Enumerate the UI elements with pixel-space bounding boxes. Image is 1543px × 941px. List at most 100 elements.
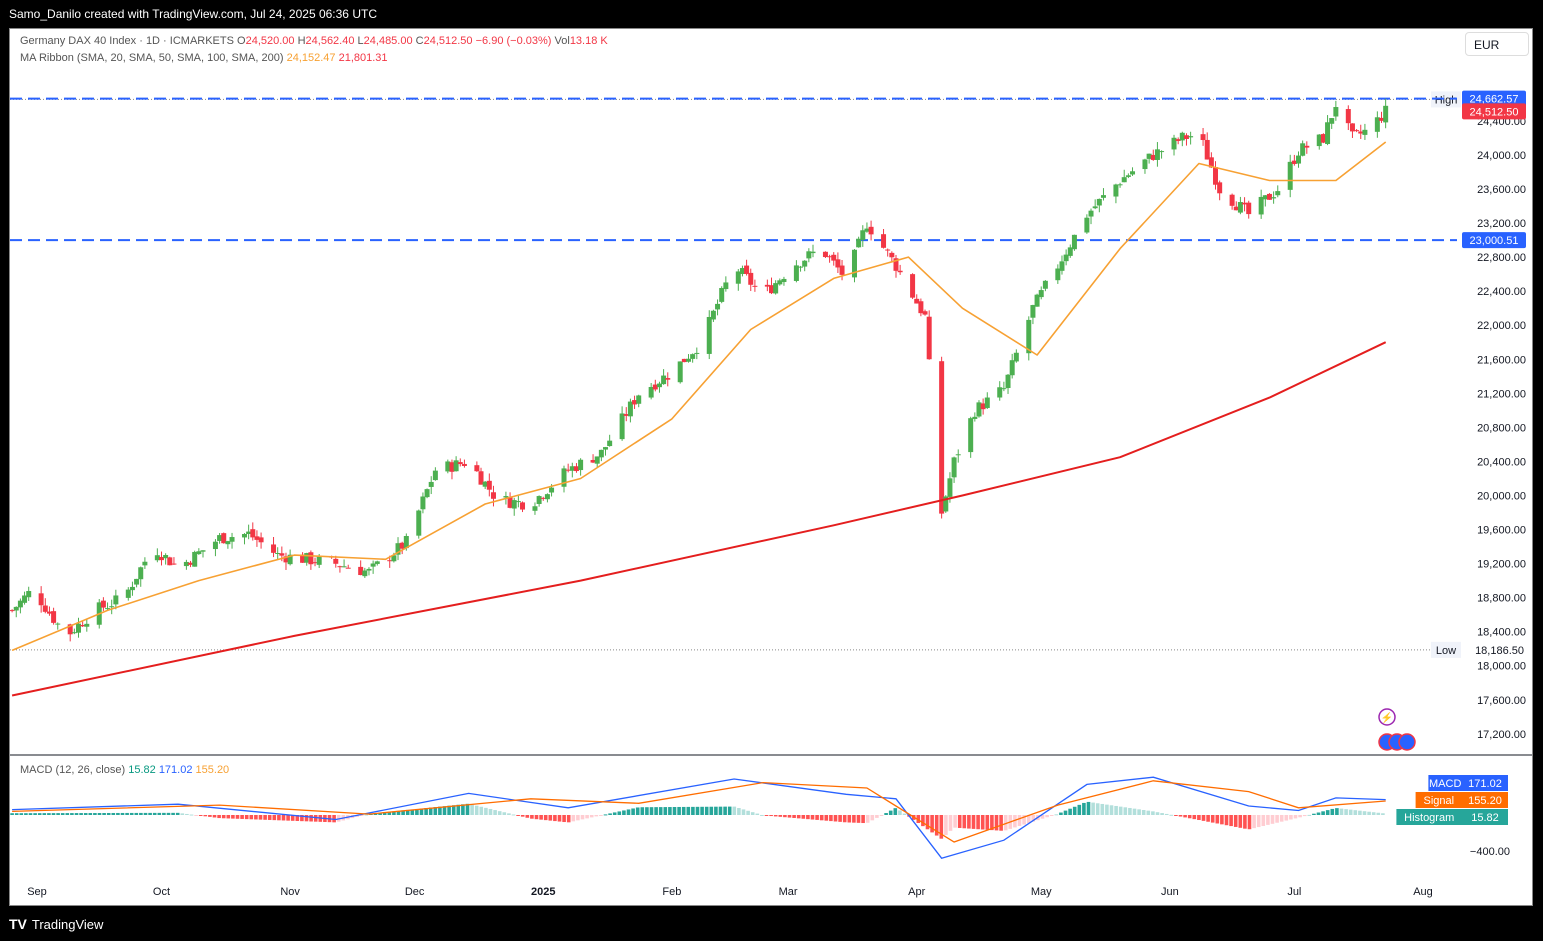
level-price-label: 24,662.57 [1470,94,1519,106]
macd-histogram-bar [755,813,760,815]
candle-body [183,561,189,567]
candle-body [694,352,700,354]
candle-body [1354,130,1360,132]
candle-body [881,234,887,248]
macd-histogram-bar [672,807,677,815]
macd-histogram-bar [88,813,93,815]
macd-histogram-bar [1307,814,1312,816]
macd-histogram-bar [392,811,396,815]
macd-histogram-bar [1155,812,1160,815]
candle-body [636,395,642,404]
candle-body [316,556,322,565]
macd-histogram-bar [1049,815,1054,816]
candle-body [1233,206,1239,211]
macd-histogram-bar [1054,814,1059,816]
candle-body [764,284,770,287]
macd-histogram-bar [838,815,842,822]
candle-body [1055,268,1061,281]
macd-histogram-bar [681,806,686,815]
candle-body [1171,137,1177,150]
candle-body [752,285,758,287]
ma-ribbon-title: MA Ribbon (SMA, 20, SMA, 50, SMA, 100, S… [20,52,284,64]
macd-histogram-bar [1339,808,1344,815]
candle-body [1213,167,1219,185]
candle-body [515,501,521,503]
macd-histogram-bar [539,815,543,820]
macd-histogram-bar [842,815,847,823]
candle-body [1009,360,1015,376]
macd-histogram-bar [1206,815,1210,822]
macd-histogram-bar [1371,812,1376,815]
macd-hist-value: 15.82 [128,764,156,776]
candle-body [1258,196,1264,215]
macd-histogram-bar [511,814,516,816]
macd-histogram-bar [1293,815,1298,819]
macd-histogram-bar [1362,811,1367,815]
candle-body [652,384,658,390]
price-axis-tick: 18,000.00 [1477,661,1526,673]
time-axis-label: Apr [908,886,925,898]
macd-histogram-group [10,801,1385,839]
macd-histogram-bar [787,815,792,818]
macd-histogram-bar [819,815,824,821]
candle-body [17,600,23,608]
candle-body [287,554,293,565]
chart-frame[interactable]: Germany DAX 40 Index · 1D · ICMARKETS O2… [9,28,1533,906]
macd-histogram-bar [714,806,718,815]
macd-histogram-bar [231,815,235,819]
candle-body [171,563,177,565]
macd-histogram-bar [1003,815,1008,831]
macd-histogram-bar [783,815,787,818]
candle-body [607,440,613,447]
macd-histogram-bar [939,815,944,839]
candle-body [748,272,754,285]
signal-tag-value-bg [1462,792,1508,808]
open-value: 24,520.00 [245,35,295,47]
macd-histogram-bar [1279,815,1284,822]
time-axis-label: Sep [27,886,47,898]
low-label: Low [1436,645,1456,657]
level-price-tag [1462,232,1526,249]
candle-body [648,386,654,398]
candle-body [490,492,496,499]
candle-body [810,251,816,254]
macd-legend: MACD (12, 26, close) 15.82 171.02 155.20 [20,764,229,776]
macd-histogram-bar [985,815,990,830]
candle-body [1159,151,1165,153]
price-axis-tick: 18,800.00 [1477,593,1526,605]
currency-selector[interactable]: EUR [1465,32,1529,56]
macd-histogram-bar [42,813,47,815]
macd-histogram-bar [1086,801,1091,815]
macd-histogram-bar [1128,807,1132,815]
macd-histogram-bar [1022,815,1026,825]
price-chart[interactable]: 24,400.0024,000.0023,600.0023,200.0022,8… [10,29,1532,905]
macd-histogram-bar [1289,815,1293,820]
macd-histogram-bar [175,812,180,815]
candle-body [926,316,932,360]
macd-histogram-bar [760,814,764,816]
candle-body [1296,155,1302,164]
macd-histogram-bar [612,812,617,815]
ma200-line [11,341,1387,697]
candle-body [1034,294,1040,307]
candle-body [424,489,430,498]
macd-histogram-bar [865,815,870,823]
candle-body [955,454,961,456]
candle-body [391,555,397,562]
macd-histogram-bar [566,815,571,823]
candle-body [1067,247,1073,256]
macd-histogram-bar [893,808,898,815]
candle-body [221,533,227,544]
candle-body [341,566,347,568]
macd-histogram-bar [1068,808,1072,815]
candle-body [1271,197,1277,199]
macd-histogram-bar [829,815,833,822]
macd-histogram-bar [1105,804,1109,815]
candle-body [1291,160,1297,164]
macd-histogram-bar [516,815,520,816]
candle-body [686,358,692,362]
candle-body [84,623,90,627]
macd-histogram-bar [162,812,166,815]
macd-histogram-bar [562,815,566,823]
macd-histogram-bar [1330,808,1335,815]
